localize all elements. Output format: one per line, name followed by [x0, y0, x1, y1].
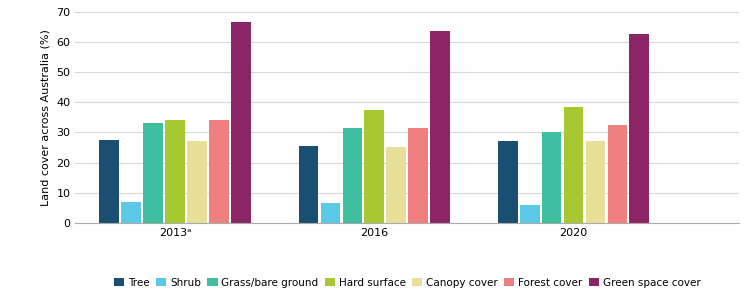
Bar: [231, 23, 250, 223]
Bar: [187, 141, 207, 223]
Bar: [542, 132, 562, 223]
Bar: [299, 146, 318, 223]
Bar: [408, 128, 428, 223]
Bar: [100, 140, 119, 223]
Y-axis label: Land cover across Australia (%): Land cover across Australia (%): [41, 29, 51, 206]
Legend: Tree, Shrub, Grass/bare ground, Hard surface, Canopy cover, Forest cover, Green : Tree, Shrub, Grass/bare ground, Hard sur…: [110, 274, 704, 292]
Bar: [143, 123, 163, 223]
Bar: [364, 110, 384, 223]
Bar: [498, 141, 518, 223]
Bar: [586, 141, 605, 223]
Bar: [320, 203, 340, 223]
Bar: [520, 205, 540, 223]
Bar: [121, 202, 141, 223]
Bar: [630, 34, 649, 223]
Bar: [386, 147, 406, 223]
Bar: [165, 120, 185, 223]
Bar: [342, 128, 362, 223]
Bar: [209, 120, 228, 223]
Bar: [608, 125, 627, 223]
Bar: [564, 107, 584, 223]
Bar: [431, 31, 450, 223]
